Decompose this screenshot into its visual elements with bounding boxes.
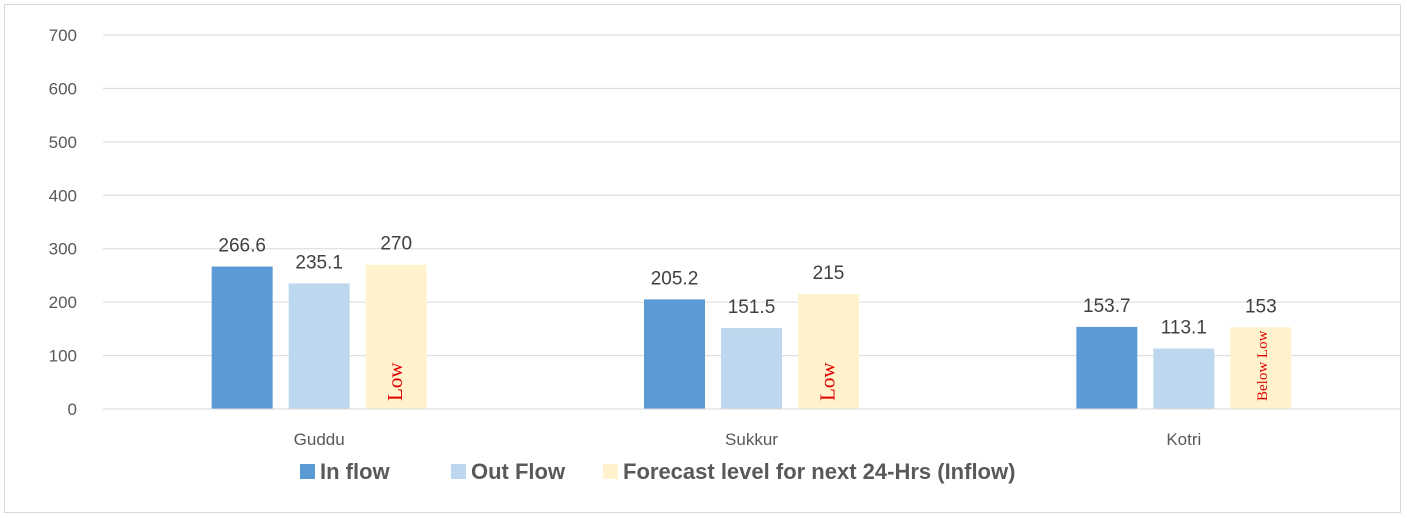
y-tick-label: 500 (49, 133, 77, 152)
data-label: 266.6 (218, 236, 266, 257)
legend-swatch (603, 464, 618, 479)
category-label: Sukkur (725, 430, 778, 449)
legend-label: Forecast level for next 24-Hrs (Inflow) (623, 459, 1015, 484)
y-tick-label: 0 (68, 400, 77, 419)
legend-swatch (451, 464, 466, 479)
bar-chart: 0 100 200 300 400 500 600 700 266.6 235.1 270 Low Gu… (49, 26, 1400, 484)
bar (211, 266, 273, 409)
bar (1076, 326, 1138, 409)
bar (644, 299, 705, 409)
bar (721, 328, 782, 409)
data-label: 153.7 (1083, 296, 1131, 317)
category-label: Kotri (1166, 430, 1201, 449)
legend-swatch (300, 464, 315, 479)
data-label: 235.1 (295, 252, 343, 273)
data-label: 151.5 (728, 297, 776, 318)
bar (1230, 327, 1292, 409)
data-label: 153 (1245, 296, 1277, 317)
category-label: Guddu (294, 430, 345, 449)
bar (365, 264, 427, 409)
y-tick-label: 100 (49, 347, 77, 366)
chart-frame: 0 100 200 300 400 500 600 700 266.6 235.1 270 Low Gu… (4, 4, 1401, 513)
bar (288, 283, 350, 409)
y-tick-label: 600 (49, 79, 77, 98)
data-label: 113.1 (1161, 318, 1207, 339)
bar-annotation: Low (816, 362, 840, 401)
y-tick-label: 300 (49, 240, 77, 259)
bar (1153, 348, 1215, 409)
legend-label: Out Flow (471, 459, 566, 484)
bar (798, 294, 859, 409)
y-tick-label: 400 (49, 186, 77, 205)
bar-annotation: Low (383, 362, 407, 401)
data-label: 270 (380, 234, 412, 255)
bar-annotation: Below Low (1255, 330, 1271, 401)
y-tick-label: 700 (49, 26, 77, 45)
data-label: 205.2 (651, 268, 699, 289)
data-label: 215 (813, 263, 845, 284)
legend-label: In flow (320, 459, 391, 484)
y-tick-label: 200 (49, 293, 77, 312)
